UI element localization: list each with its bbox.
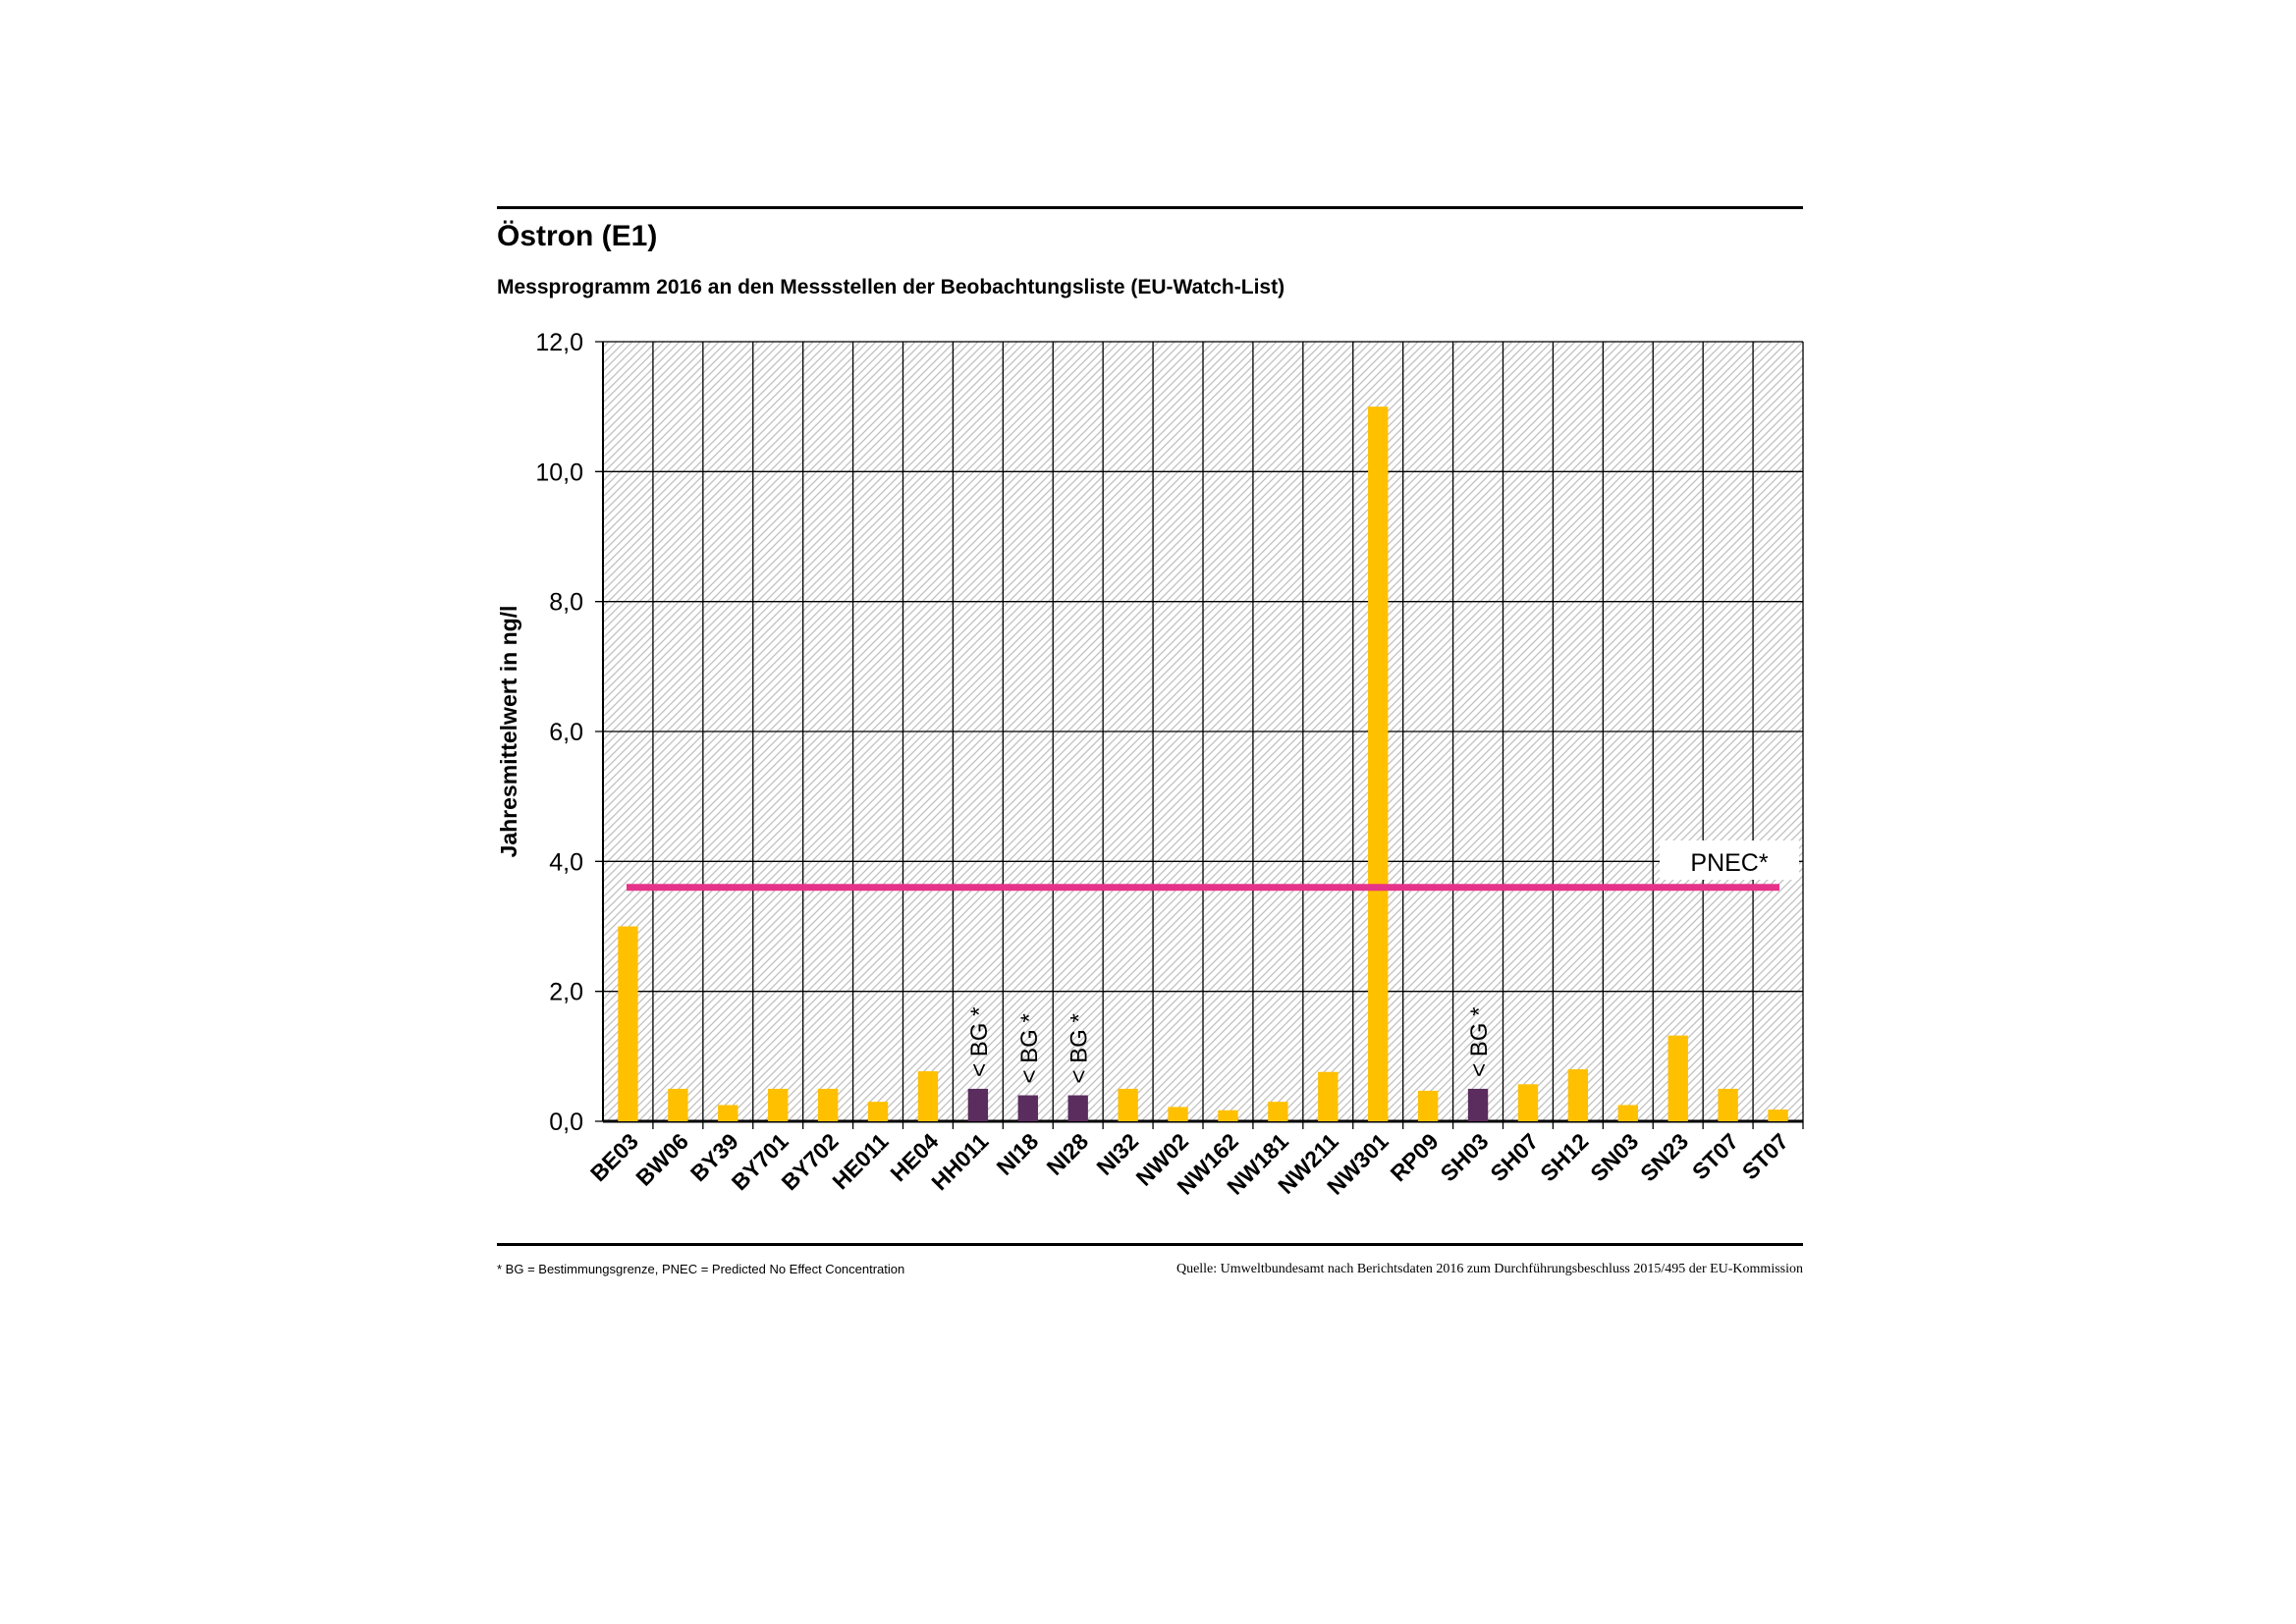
y-tick-label: 8,0 bbox=[549, 589, 583, 617]
x-tick-label: RP09 bbox=[1386, 1128, 1444, 1186]
bg-label: < BG * bbox=[966, 1007, 993, 1077]
bar bbox=[867, 1102, 889, 1121]
bar bbox=[1318, 1071, 1339, 1121]
y-axis-label: Jahresmittelwert in ng/l bbox=[496, 606, 521, 858]
x-tick-label: SN23 bbox=[1635, 1128, 1693, 1186]
y-tick-label: 10,0 bbox=[535, 459, 583, 486]
bg-label: < BG * bbox=[1466, 1007, 1493, 1077]
x-tick-label: HH011 bbox=[926, 1128, 993, 1195]
x-tick-label: SH03 bbox=[1436, 1128, 1494, 1186]
bar bbox=[1417, 1090, 1439, 1121]
pnec-label: PNEC* bbox=[1690, 849, 1768, 877]
source-note: Quelle: Umweltbundesamt nach Berichtsdat… bbox=[1175, 1262, 1803, 1276]
bg-label: < BG * bbox=[1066, 1013, 1093, 1083]
bar bbox=[917, 1071, 939, 1121]
bar bbox=[1517, 1084, 1539, 1121]
bar bbox=[1168, 1107, 1188, 1121]
bar bbox=[768, 1088, 789, 1121]
bar bbox=[618, 926, 638, 1121]
bar bbox=[1218, 1110, 1238, 1121]
x-tick-label: NI18 bbox=[992, 1128, 1044, 1180]
x-tick-label: ST07 bbox=[1687, 1128, 1743, 1184]
pnec-label-box bbox=[1660, 840, 1799, 880]
bar bbox=[1567, 1069, 1589, 1121]
x-tick-label: NI28 bbox=[1041, 1128, 1093, 1180]
bar bbox=[1118, 1088, 1138, 1121]
y-tick-label: 4,0 bbox=[549, 848, 583, 876]
x-tick-label: HE011 bbox=[827, 1128, 893, 1194]
y-tick-label: 12,0 bbox=[535, 329, 583, 356]
bar bbox=[1268, 1102, 1288, 1121]
bg-label: < BG * bbox=[1016, 1013, 1043, 1083]
bar bbox=[1017, 1095, 1038, 1121]
bar bbox=[1667, 1035, 1688, 1121]
x-tick-label: ST07 bbox=[1737, 1128, 1793, 1184]
bar bbox=[1067, 1095, 1088, 1121]
x-tick-label: SN03 bbox=[1585, 1128, 1643, 1186]
y-tick-label: 0,0 bbox=[549, 1109, 583, 1136]
bar bbox=[1617, 1105, 1638, 1121]
bar bbox=[668, 1088, 688, 1121]
chart-subtitle: Messprogramm 2016 an den Messstellen der… bbox=[497, 276, 1285, 298]
footnote: * BG = Bestimmungsgrenze, PNEC = Predict… bbox=[497, 1262, 905, 1276]
bar bbox=[718, 1105, 738, 1121]
bar bbox=[1768, 1110, 1788, 1121]
bar bbox=[817, 1088, 839, 1121]
bar bbox=[1368, 406, 1389, 1122]
x-tick-label: SH12 bbox=[1535, 1128, 1593, 1186]
bar bbox=[1467, 1088, 1489, 1121]
bar bbox=[967, 1088, 989, 1121]
top-rule bbox=[497, 206, 1803, 209]
y-tick-label: 6,0 bbox=[549, 719, 583, 746]
bar bbox=[1718, 1088, 1738, 1121]
chart-title: Östron (E1) bbox=[497, 220, 658, 252]
bottom-rule bbox=[497, 1243, 1803, 1246]
x-tick-label: BY702 bbox=[777, 1128, 844, 1195]
x-tick-label: SH07 bbox=[1485, 1128, 1543, 1186]
x-tick-label: BW06 bbox=[630, 1128, 693, 1191]
y-tick-label: 2,0 bbox=[549, 979, 583, 1006]
